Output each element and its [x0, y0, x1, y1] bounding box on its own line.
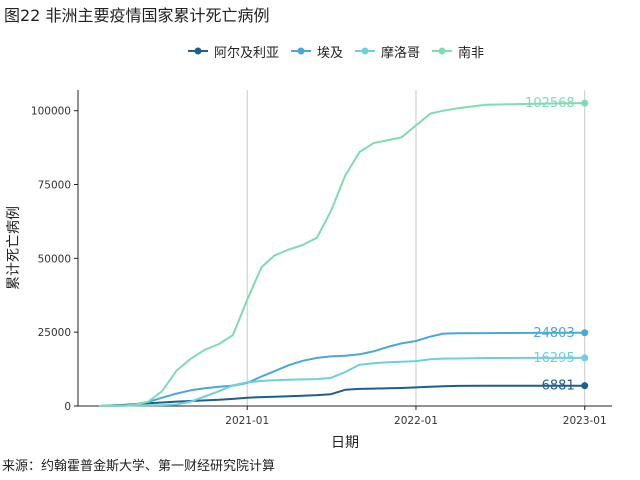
x-tick-label: 2023-01	[563, 415, 607, 427]
legend-label-south-africa: 南非	[458, 45, 485, 61]
end-label-1: 24803	[533, 326, 574, 341]
x-axis-title: 日期	[331, 435, 359, 451]
series-line-2	[98, 356, 585, 407]
legend-key-egypt	[291, 45, 312, 57]
legend-label-algeria: 阿尔及利亚	[214, 45, 280, 61]
grid-lines	[246, 90, 586, 406]
legend-item-morocco: 摩洛哥	[355, 42, 420, 61]
x-tick-label: 2021-01	[225, 415, 269, 427]
y-axis-title: 累计死亡病例	[6, 206, 22, 290]
y-tick-label: 100000	[31, 106, 71, 118]
x-tick-label: 2022-01	[394, 415, 438, 427]
legend-item-algeria: 阿尔及利亚	[188, 42, 279, 61]
legend-label-morocco: 摩洛哥	[381, 45, 421, 61]
legend-item-south-africa: 南非	[432, 42, 484, 61]
series-layer	[98, 99, 589, 407]
end-labels: 6881 24803 16295 102568	[525, 96, 575, 394]
end-label-3: 102568	[525, 96, 575, 111]
series-line-1	[98, 331, 585, 407]
chart-title: 图22 非洲主要疫情国家累计死亡病例	[4, 6, 270, 25]
legend-key-morocco	[355, 45, 376, 57]
series-line-3	[98, 102, 585, 407]
axes: 0 25000 50000 75000 100000 2021-01 2022-01 2023…	[31, 90, 612, 427]
source-note: 来源：约翰霍普金斯大学、第一财经研究院计算	[2, 459, 276, 474]
legend-key-south-africa	[432, 45, 453, 57]
y-tick-label: 0	[64, 401, 71, 413]
legend-item-egypt: 埃及	[291, 42, 343, 61]
y-tick-label: 75000	[38, 180, 71, 192]
legend: 阿尔及利亚 埃及 摩洛哥 南非	[188, 40, 484, 62]
series-endpoint-2	[581, 354, 589, 362]
series-endpoint-0	[581, 382, 589, 390]
legend-key-algeria	[188, 45, 208, 57]
y-tick-label: 25000	[38, 327, 71, 339]
legend-label-egypt: 埃及	[317, 45, 344, 61]
end-label-0: 6881	[542, 379, 575, 394]
series-endpoint-3	[581, 99, 589, 107]
series-line-0	[98, 384, 585, 407]
y-tick-label: 50000	[38, 253, 71, 265]
end-label-2: 16295	[533, 351, 574, 366]
series-endpoint-1	[581, 329, 589, 337]
